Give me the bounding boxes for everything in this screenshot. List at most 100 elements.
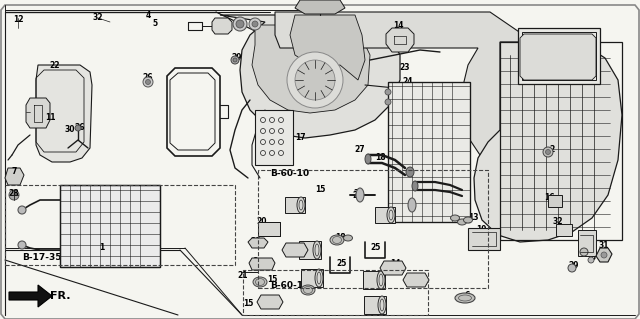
Text: 15: 15	[243, 299, 253, 308]
Text: 6: 6	[465, 292, 470, 300]
Circle shape	[233, 58, 237, 62]
Polygon shape	[380, 261, 406, 275]
Circle shape	[545, 150, 550, 154]
Ellipse shape	[412, 181, 418, 191]
Circle shape	[75, 125, 81, 131]
Ellipse shape	[365, 154, 371, 164]
Polygon shape	[257, 295, 283, 309]
Text: 24: 24	[354, 189, 364, 198]
Bar	[468, 228, 500, 250]
Bar	[363, 271, 385, 289]
Bar	[375, 207, 395, 223]
Text: 14: 14	[266, 295, 276, 305]
Circle shape	[568, 264, 576, 272]
Polygon shape	[275, 12, 558, 168]
Text: 24: 24	[403, 78, 413, 86]
Text: 18: 18	[335, 234, 346, 242]
Circle shape	[543, 147, 553, 157]
Circle shape	[588, 257, 594, 263]
Polygon shape	[26, 98, 50, 128]
Ellipse shape	[408, 198, 416, 212]
Text: 14: 14	[292, 243, 303, 253]
Text: 3: 3	[584, 233, 589, 241]
Text: B-60-10: B-60-10	[271, 168, 310, 177]
Text: 8: 8	[252, 257, 258, 266]
Circle shape	[287, 52, 343, 108]
Circle shape	[145, 79, 150, 85]
Circle shape	[18, 206, 26, 214]
Circle shape	[385, 99, 391, 105]
Ellipse shape	[330, 235, 344, 245]
Ellipse shape	[315, 269, 323, 287]
Ellipse shape	[387, 207, 395, 223]
Text: 17: 17	[374, 207, 385, 217]
Text: 18: 18	[374, 152, 385, 161]
Text: 14: 14	[390, 258, 400, 268]
Text: 19: 19	[476, 226, 486, 234]
Ellipse shape	[463, 217, 472, 223]
Ellipse shape	[344, 235, 353, 241]
Polygon shape	[403, 273, 429, 287]
Ellipse shape	[406, 167, 414, 177]
Bar	[299, 241, 321, 259]
Text: 17: 17	[369, 298, 380, 307]
Ellipse shape	[377, 271, 385, 289]
Polygon shape	[5, 168, 24, 185]
Polygon shape	[596, 248, 612, 262]
Polygon shape	[220, 15, 400, 138]
Polygon shape	[249, 258, 275, 270]
Text: 17: 17	[368, 273, 378, 283]
Text: 20: 20	[257, 218, 268, 226]
Text: 26: 26	[143, 73, 153, 83]
Circle shape	[601, 252, 607, 258]
Polygon shape	[295, 0, 345, 14]
Polygon shape	[252, 25, 370, 113]
Text: 24: 24	[388, 265, 399, 275]
Bar	[518, 28, 600, 84]
Bar	[548, 195, 562, 207]
Text: 26: 26	[75, 123, 85, 132]
Circle shape	[231, 56, 239, 64]
Text: 28: 28	[9, 189, 19, 197]
Text: 15: 15	[315, 186, 325, 195]
Text: 12: 12	[13, 16, 23, 25]
Ellipse shape	[313, 241, 321, 259]
Text: 31: 31	[599, 241, 609, 250]
Circle shape	[385, 89, 391, 95]
Text: 17: 17	[294, 133, 305, 143]
Bar	[301, 269, 323, 287]
Text: 14: 14	[393, 21, 403, 31]
Bar	[388, 82, 470, 222]
Ellipse shape	[356, 188, 364, 202]
Bar	[364, 296, 386, 314]
Text: B-17-35: B-17-35	[22, 254, 61, 263]
Text: 5: 5	[152, 19, 157, 28]
Text: 29: 29	[569, 262, 579, 271]
Circle shape	[252, 21, 258, 27]
Text: 18: 18	[431, 188, 442, 197]
Polygon shape	[9, 285, 52, 307]
Polygon shape	[36, 65, 92, 162]
Bar	[60, 185, 160, 267]
Text: 4: 4	[145, 11, 150, 20]
Text: 11: 11	[45, 114, 55, 122]
Polygon shape	[520, 34, 596, 80]
Polygon shape	[248, 238, 268, 248]
Bar	[255, 110, 293, 165]
Bar	[258, 222, 280, 236]
Ellipse shape	[455, 293, 475, 303]
Ellipse shape	[301, 285, 315, 295]
Polygon shape	[290, 15, 365, 80]
Text: 17: 17	[308, 269, 318, 278]
Text: 27: 27	[355, 145, 365, 154]
Text: 28: 28	[251, 238, 261, 247]
Ellipse shape	[451, 215, 460, 221]
Circle shape	[295, 60, 335, 100]
Polygon shape	[386, 28, 414, 52]
Bar	[5, 185, 235, 265]
Text: FR.: FR.	[50, 291, 70, 301]
Text: 1: 1	[99, 243, 104, 253]
Circle shape	[236, 20, 244, 28]
Bar	[60, 185, 160, 267]
Circle shape	[9, 190, 19, 200]
